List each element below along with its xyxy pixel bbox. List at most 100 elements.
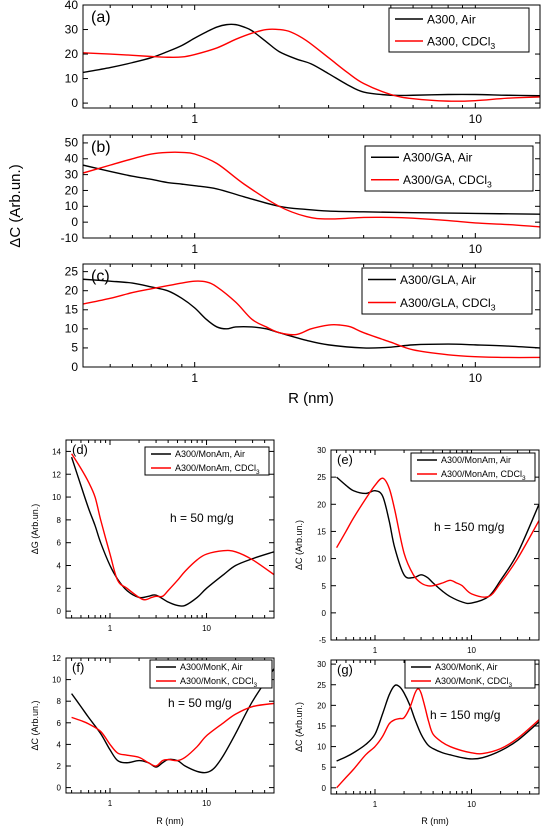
y-tick-label: 2 — [57, 762, 62, 771]
x-tick-label: 1 — [191, 242, 198, 256]
legend-b: A300/GA, Air A300/GA, CDCl3 — [364, 145, 534, 192]
series-line-c-1 — [83, 278, 540, 349]
legend-label: A300/MonAm, CDCl3 — [175, 463, 260, 476]
panel-label-d: (d) — [72, 442, 88, 457]
chart-panel-f: 1 10 0 2 4 6 8 10 12 (f) h = 50 mg/g ΔC (Arb.un.) R … — [30, 654, 275, 826]
plot-frame — [65, 439, 275, 619]
y-tick-label: 40 — [65, 0, 79, 12]
y-tick-label: 30 — [65, 167, 79, 181]
series-line-d-2 — [71, 453, 274, 601]
chart-panel-c: 1 10 0 5 10 15 20 25 (c) A300/GLA, Air A300/GLA, C… — [65, 263, 541, 385]
legend-label: A300, CDCl3 — [427, 34, 495, 51]
y-tick-label: 30 — [317, 446, 326, 455]
x-tick-label: 10 — [469, 242, 483, 256]
x-tick-label: 10 — [467, 646, 476, 655]
annotation-d: h = 50 mg/g — [170, 511, 234, 525]
plot-frame — [82, 134, 541, 239]
y-tick-label: -10 — [61, 231, 79, 245]
legend-c: A300/GLA, Air A300/GLA, CDCl3 — [361, 267, 533, 315]
x-tick-label: 1 — [373, 646, 378, 655]
y-tick-label: 10 — [65, 322, 79, 336]
y-tick-label: 8 — [57, 697, 62, 706]
series-line-f-1 — [71, 668, 274, 774]
legend-box — [388, 7, 530, 53]
x-tick-label: 1 — [191, 112, 198, 126]
y-tick-label: 0 — [71, 360, 78, 374]
series-line-e-1 — [336, 476, 539, 605]
legend-box — [149, 659, 273, 689]
plot-frame — [82, 4, 541, 109]
legend-label: A300/GLA, CDCl3 — [400, 296, 496, 313]
y-tick-label: 20 — [65, 183, 79, 197]
legend-box — [410, 452, 536, 482]
y-tick-label: 15 — [65, 303, 79, 317]
y-axis-title-f: ΔC (Arb.un.) — [30, 700, 40, 750]
series-line-g-2 — [336, 688, 539, 789]
legend-label: A300/MonK, Air — [180, 662, 243, 672]
y-tick-label: 6 — [57, 719, 62, 728]
panel-label-g: (g) — [337, 662, 353, 677]
y-tick-label: 10 — [65, 199, 79, 213]
legend-box — [361, 267, 533, 315]
legend-label: A300/MonK, Air — [435, 662, 498, 672]
legend-e: A300/MonAm, Air A300/MonAm, CDCl3 — [410, 452, 536, 482]
series-line-f-2 — [71, 702, 274, 767]
plot-frame — [330, 449, 540, 641]
legend-box — [364, 145, 534, 192]
y-tick-label: 50 — [65, 136, 79, 150]
y-tick-label: 25 — [317, 473, 326, 482]
panel-label-e: (e) — [337, 452, 353, 467]
shared-x-axis-title: R (nm) — [288, 390, 334, 407]
y-tick-label: 5 — [322, 582, 327, 591]
x-axis-title-f: R (nm) — [156, 816, 184, 826]
y-tick-label: 25 — [65, 264, 79, 278]
y-tick-label: 15 — [317, 527, 326, 536]
y-tick-label: 20 — [317, 701, 326, 710]
y-tick-label: 25 — [317, 681, 326, 690]
legend-label: A300/GA, Air — [403, 151, 472, 165]
y-tick-label: 20 — [65, 47, 79, 61]
y-tick-label: 10 — [65, 71, 79, 85]
legend-box — [404, 659, 536, 689]
y-tick-label: 10 — [52, 493, 61, 502]
legend-label: A300/MonAm, CDCl3 — [441, 469, 526, 482]
legend-d: A300/MonAm, Air A300/MonAm, CDCl3 — [144, 446, 270, 476]
legend-label: A300, Air — [427, 12, 476, 26]
y-tick-label: 15 — [317, 722, 326, 731]
shared-y-axis-title: ΔC (Arb.un.) — [7, 164, 24, 247]
chart-panel-e: 1 10 -5 0 5 10 15 20 25 30 (e) h = 150 mg/g ΔC (Arb.… — [294, 446, 540, 655]
x-tick-label: 10 — [202, 799, 211, 808]
y-tick-label: 6 — [57, 539, 62, 548]
series-line-d-1 — [70, 456, 274, 607]
panel-label-b: (b) — [91, 139, 111, 156]
series-line-c-2 — [83, 280, 540, 359]
y-tick-label: 0 — [322, 784, 327, 793]
y-tick-label: 30 — [65, 22, 79, 36]
y-tick-label: 2 — [57, 584, 62, 593]
y-tick-label: 0 — [57, 784, 62, 793]
plot-frame — [82, 263, 541, 368]
y-tick-label: 0 — [71, 215, 78, 229]
y-tick-label: 20 — [65, 284, 79, 298]
y-tick-label: 0 — [57, 607, 62, 616]
chart-panel-d: 1 10 0 2 4 6 8 10 12 14 (d) h = 50 mg/g ΔG (Arb.un.)… — [30, 439, 275, 633]
legend-label: A300/GLA, Air — [400, 273, 476, 287]
panel-label-c: (c) — [91, 268, 110, 285]
y-axis-title-d: ΔG (Arb.un.) — [30, 504, 40, 555]
y-tick-label: 20 — [317, 500, 326, 509]
x-tick-label: 1 — [108, 799, 113, 808]
y-tick-label: 12 — [52, 470, 61, 479]
legend-box — [144, 446, 270, 476]
annotation-e: h = 150 mg/g — [434, 520, 504, 534]
y-tick-label: 10 — [317, 555, 326, 564]
legend-label: A300/MonK, CDCl3 — [435, 676, 513, 689]
y-tick-label: -5 — [319, 636, 327, 645]
y-tick-label: 8 — [57, 516, 62, 525]
series-line-e-2 — [335, 477, 539, 598]
y-tick-label: 0 — [71, 96, 78, 110]
series-line-a-1 — [83, 23, 540, 97]
legend-label: A300/MonAm, Air — [175, 449, 245, 459]
